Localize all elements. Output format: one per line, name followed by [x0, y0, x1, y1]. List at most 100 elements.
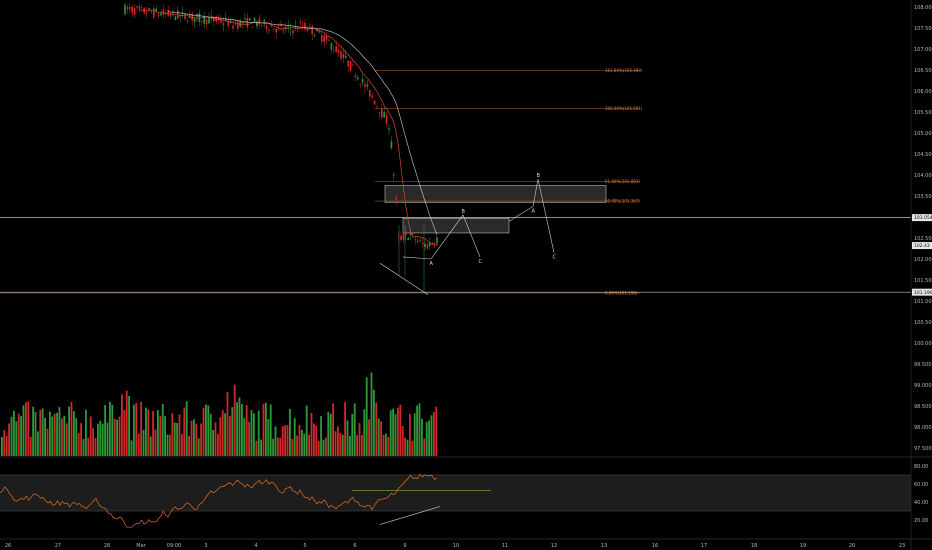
- candle-body: [297, 30, 299, 32]
- volume-bar: [111, 404, 114, 456]
- volume-bar: [262, 403, 265, 456]
- volume-bar: [159, 415, 162, 456]
- volume-bar: [368, 419, 370, 456]
- volume-bar: [185, 401, 188, 456]
- candle-body: [174, 16, 177, 20]
- volume-bar: [171, 413, 174, 456]
- candle-body: [256, 21, 258, 27]
- volume-bar: [265, 402, 267, 456]
- volume-bar: [3, 430, 6, 456]
- price-tick-labels: 108.000 107.500 107.000 106.500 106.000 105.5…: [914, 5, 932, 452]
- time-tick-label: 3: [204, 543, 207, 549]
- candle-body: [181, 12, 184, 13]
- volume-bar: [46, 428, 49, 456]
- price-tick-label: 106.500: [914, 68, 932, 74]
- volume-bar: [253, 413, 255, 456]
- volume-bar: [286, 425, 289, 456]
- candle-body: [282, 30, 285, 31]
- candle-body: [157, 14, 160, 16]
- candle-body: [155, 8, 157, 12]
- candle-body: [340, 51, 342, 59]
- rsi-band: [0, 475, 911, 511]
- candle-body: [208, 17, 210, 24]
- candle-body: [429, 242, 431, 247]
- candle-body: [234, 23, 237, 25]
- candle-body: [196, 13, 198, 17]
- volume-bar: [80, 423, 82, 456]
- fib-level-label: 0.00%(101.190): [605, 291, 638, 296]
- wave-label: B: [537, 173, 541, 179]
- rsi-tick-label: 60.00: [914, 482, 928, 488]
- volume-bar: [430, 415, 433, 456]
- volume-bar: [341, 434, 344, 456]
- price-tick-label: 99.000: [914, 383, 932, 389]
- volume-bar: [281, 426, 284, 456]
- time-tick-label: 13: [601, 543, 607, 549]
- candle-body: [138, 6, 141, 9]
- candle-body: [150, 11, 153, 13]
- volume-bar: [303, 433, 306, 456]
- trend-line: [379, 262, 429, 295]
- volume-bar: [49, 411, 51, 456]
- volume-bar: [236, 402, 238, 456]
- rsi-panel: [0, 473, 911, 528]
- volume-bar: [353, 403, 356, 456]
- candle-body: [239, 21, 241, 27]
- candle-body: [311, 26, 313, 35]
- volume-bar: [224, 413, 226, 456]
- volume-bar: [142, 429, 145, 456]
- candle-body: [361, 79, 364, 83]
- volume-bar: [200, 423, 202, 456]
- candle-body: [342, 53, 345, 59]
- volume-bar: [212, 429, 214, 456]
- volume-bar: [73, 411, 75, 456]
- candle-body: [426, 244, 429, 249]
- candle-body: [421, 243, 424, 244]
- price-tags: 103.054 102.43 101.190: [912, 214, 932, 296]
- candle-body: [388, 128, 390, 130]
- candle-body: [347, 60, 349, 67]
- volume-bar: [101, 423, 104, 456]
- candle-body: [318, 29, 321, 33]
- candle-body: [294, 25, 297, 27]
- volume-bar: [248, 421, 250, 456]
- volume-bar: [293, 418, 296, 456]
- candle-body: [201, 21, 203, 22]
- volume-bar: [346, 420, 349, 456]
- price-tick-label: 103.500: [914, 194, 932, 200]
- candle-body: [213, 17, 215, 22]
- volume-bar: [363, 409, 366, 456]
- volume-bar: [325, 437, 327, 456]
- volume-bar: [433, 411, 435, 456]
- candle-body: [124, 4, 126, 15]
- volume-bar: [317, 440, 320, 456]
- time-tick-labels: 26 27 28 Mar 09:00 3 4 5 6 9 10 11 12 13 16 17 18 19 20 23: [5, 543, 905, 549]
- volume-bar: [51, 416, 54, 456]
- price-tick-label: 98.500: [914, 404, 932, 410]
- wave-projections: A B C A B C: [379, 173, 557, 295]
- time-tick-label: 16: [652, 543, 658, 549]
- volume-bar: [349, 435, 351, 456]
- candle-body: [309, 24, 311, 26]
- candle-body: [198, 13, 201, 22]
- wave-projection-path: [402, 214, 481, 260]
- price-tick-label: 108.000: [914, 5, 932, 11]
- candle-body: [143, 7, 145, 14]
- volume-bar: [149, 436, 152, 456]
- time-tick-label: 11: [502, 543, 508, 549]
- candle-body: [424, 243, 426, 247]
- candle-body: [184, 13, 186, 20]
- volume-bar: [89, 416, 92, 456]
- volume-bar: [25, 402, 27, 456]
- fib-level-label: 161.80%(106.489): [605, 68, 643, 73]
- volume-bar: [233, 384, 236, 456]
- candle-body: [364, 83, 366, 87]
- volume-bar: [34, 412, 37, 456]
- volume-bar: [61, 418, 63, 456]
- volume-bar: [320, 416, 322, 456]
- candle-body: [431, 244, 433, 245]
- candle-body: [172, 11, 174, 13]
- candle-body: [419, 239, 421, 241]
- volume-bar: [87, 437, 90, 456]
